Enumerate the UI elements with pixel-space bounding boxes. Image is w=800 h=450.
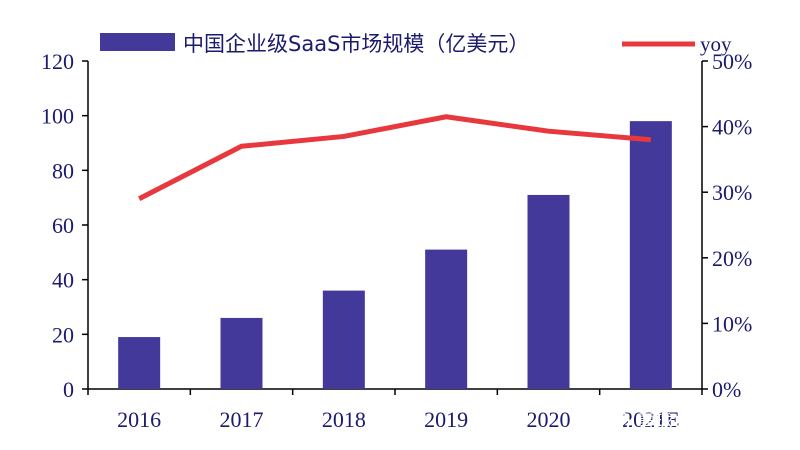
y-left-tick-label: 80 <box>52 158 74 183</box>
bar <box>118 337 161 389</box>
y-right-tick-label: 20% <box>712 246 752 271</box>
yoy-line <box>138 114 652 201</box>
y-left-tick-label: 20 <box>52 322 74 347</box>
axes <box>82 60 708 395</box>
y-left-tick-label: 40 <box>52 268 74 293</box>
x-tick-label: 2020 <box>527 407 571 432</box>
legend-label-line: yoy <box>700 32 732 56</box>
watermark: 雪球：评研阁 <box>608 411 745 433</box>
y-right-tick-label: 10% <box>712 311 752 336</box>
legend-swatch-bar <box>100 33 175 51</box>
bar <box>220 317 263 389</box>
snowball-logo-icon <box>608 411 630 433</box>
legend-label-bar: 中国企业级SaaS市场规模（亿美元） <box>183 32 529 56</box>
y-right-tick-labels: 0% 10% 20% 30% 40% 50% <box>712 49 752 402</box>
bar <box>629 121 672 389</box>
x-tick-label: 2016 <box>117 407 161 432</box>
watermark-text: 雪球：评研阁 <box>637 412 745 433</box>
x-tick-label: 2021E <box>622 407 679 432</box>
y-right-tick-label: 40% <box>712 115 752 140</box>
y-right-tick-label: 0% <box>712 377 741 402</box>
y-left-tick-label: 0 <box>63 377 74 402</box>
legend: 中国企业级SaaS市场规模（亿美元） yoy <box>100 32 732 56</box>
y-left-tick-label: 120 <box>41 49 74 74</box>
y-left-tick-labels: 0 20 40 60 80 100 120 <box>41 49 74 402</box>
x-tick-label: 2017 <box>220 407 264 432</box>
bar <box>425 249 468 389</box>
y-left-tick-label: 60 <box>52 213 74 238</box>
y-right-tick-label: 50% <box>712 49 752 74</box>
bars <box>118 121 672 389</box>
yoy-line-path <box>138 114 652 201</box>
bar <box>527 194 570 389</box>
x-tick-labels: 2016 2017 2018 2019 2020 2021E <box>117 407 679 432</box>
y-left-tick-label: 100 <box>41 104 74 129</box>
x-tick-label: 2018 <box>322 407 366 432</box>
x-tick-label: 2019 <box>424 407 468 432</box>
y-right-tick-label: 30% <box>712 180 752 205</box>
bar <box>322 290 365 389</box>
